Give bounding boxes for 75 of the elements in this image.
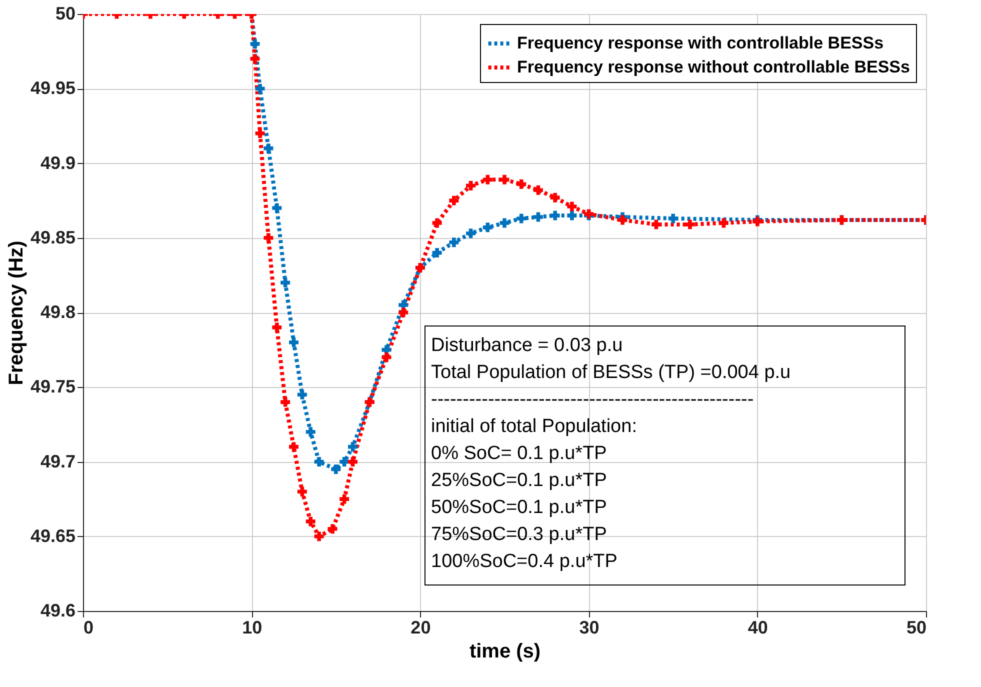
x-tick-label: 40: [748, 618, 768, 638]
point: [328, 524, 338, 534]
point: [516, 214, 526, 224]
point: [432, 218, 442, 228]
annotation: 25%SoC=0.1 p.u*TP: [431, 470, 607, 491]
annotation: 75%SoC=0.3 p.u*TP: [431, 524, 607, 545]
point: [449, 238, 459, 248]
point: [398, 308, 408, 318]
point: [449, 196, 459, 206]
point: [264, 144, 274, 154]
point: [685, 220, 695, 230]
point: [280, 397, 290, 407]
legend-label: Frequency response without controllable BESSs: [517, 58, 910, 76]
point: [482, 174, 492, 184]
point: [533, 185, 543, 195]
point: [567, 202, 577, 212]
point: [314, 457, 324, 466]
y-tick-label: 49.65: [30, 526, 76, 546]
point: [550, 210, 560, 220]
y-tick-label: 49.8: [40, 302, 76, 322]
point: [289, 338, 298, 348]
annotation: 0% SoC= 0.1 p.u*TP: [431, 443, 607, 464]
y-tick-label: 49.7: [40, 451, 76, 472]
x-tick-label: 10: [242, 618, 262, 638]
point: [533, 212, 543, 222]
point: [280, 278, 290, 288]
y-tick-label: 49.85: [30, 227, 76, 248]
point: [466, 228, 476, 238]
point: [382, 352, 392, 362]
point: [272, 322, 282, 332]
point: [567, 210, 577, 220]
point: [550, 192, 560, 202]
point: [668, 214, 678, 224]
annotation: Disturbance = 0.03 p.u: [431, 335, 623, 356]
point: [255, 128, 265, 138]
point: [618, 215, 628, 225]
point: [264, 233, 274, 243]
point: [516, 179, 526, 189]
annotation: 50%SoC=0.1 p.u*TP: [431, 497, 607, 518]
point: [306, 427, 316, 437]
annotation: 100%SoC=0.4 p.u*TP: [431, 551, 618, 572]
point: [250, 39, 260, 49]
point: [272, 203, 282, 213]
point: [340, 494, 350, 504]
y-tick-label: 49.6: [40, 600, 76, 620]
point: [348, 442, 358, 452]
x-tick-label: 20: [410, 618, 431, 638]
y-tick-label: 50: [55, 4, 76, 24]
y-axis-title: Frequency (Hz): [5, 240, 28, 386]
point: [331, 464, 341, 474]
x-tick-label: 50: [906, 618, 926, 638]
point: [500, 174, 510, 184]
point: [297, 486, 307, 496]
point: [500, 218, 510, 228]
point: [250, 54, 260, 64]
point: [482, 222, 492, 232]
x-tick-label: 30: [579, 618, 600, 638]
point: [718, 218, 728, 228]
annotation: ---------------------------------------------------: [431, 389, 754, 410]
point: [348, 457, 358, 466]
annotation: initial of total Population:: [431, 416, 637, 437]
legend-label: Frequency response with controllable BESSs: [517, 34, 884, 52]
y-tick-label: 49.9: [40, 152, 76, 173]
point: [314, 532, 324, 542]
point: [466, 180, 476, 190]
y-tick-label: 49.75: [30, 376, 76, 397]
x-axis-title: time (s): [469, 640, 541, 662]
x-tick-label: 0: [84, 618, 94, 638]
point: [306, 516, 316, 526]
point: [255, 84, 265, 94]
annotation: Total Population of BESSs (TP) =0.004 p.u: [431, 362, 791, 383]
point: [432, 248, 442, 258]
y-tick-label: 49.95: [30, 78, 76, 98]
point: [297, 390, 307, 400]
point: [289, 442, 298, 452]
